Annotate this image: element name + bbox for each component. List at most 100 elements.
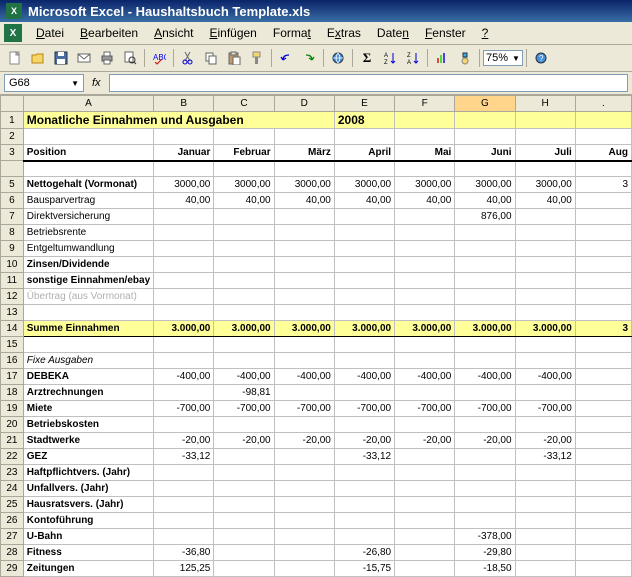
cell[interactable] [154, 385, 214, 401]
cell[interactable] [575, 129, 631, 145]
cell[interactable] [214, 561, 274, 577]
name-box[interactable]: G68▼ [4, 74, 84, 92]
cell[interactable] [274, 385, 334, 401]
cell[interactable] [515, 225, 575, 241]
cell[interactable] [455, 481, 515, 497]
cell[interactable] [515, 481, 575, 497]
cell[interactable] [575, 257, 631, 273]
cell[interactable] [154, 465, 214, 481]
cell[interactable] [575, 273, 631, 289]
cell[interactable] [334, 385, 394, 401]
cell[interactable] [455, 289, 515, 305]
cell[interactable]: 40,00 [515, 193, 575, 209]
row-header[interactable]: 19 [1, 401, 24, 417]
row-label[interactable]: U-Bahn [23, 529, 153, 545]
cell[interactable] [455, 112, 515, 129]
cell[interactable] [274, 337, 334, 353]
open-icon[interactable] [27, 47, 49, 69]
cell[interactable] [274, 497, 334, 513]
cell[interactable] [334, 513, 394, 529]
cell[interactable]: 40,00 [214, 193, 274, 209]
cell[interactable] [334, 481, 394, 497]
cell[interactable]: 125,25 [154, 561, 214, 577]
cell[interactable] [154, 289, 214, 305]
cell[interactable]: 3 [575, 177, 631, 193]
cell[interactable] [395, 209, 455, 225]
cell[interactable] [154, 305, 214, 321]
cell[interactable] [274, 465, 334, 481]
cell[interactable] [334, 241, 394, 257]
cell[interactable] [575, 513, 631, 529]
cell[interactable] [395, 273, 455, 289]
cell[interactable] [395, 465, 455, 481]
sheet-title[interactable]: Monatliche Einnahmen und Ausgaben [23, 112, 334, 129]
cell[interactable] [515, 465, 575, 481]
cell[interactable]: 3000,00 [455, 177, 515, 193]
menu-daten[interactable]: Daten [369, 24, 417, 42]
row-header[interactable]: 6 [1, 193, 24, 209]
row-header[interactable]: 7 [1, 209, 24, 225]
save-icon[interactable] [50, 47, 72, 69]
cell[interactable]: -700,00 [154, 401, 214, 417]
cell[interactable] [274, 225, 334, 241]
cell[interactable]: 3.000,00 [214, 321, 274, 337]
cell[interactable] [274, 529, 334, 545]
cell[interactable]: 3.000,00 [455, 321, 515, 337]
cell[interactable] [455, 353, 515, 369]
row-label[interactable]: Miete [23, 401, 153, 417]
cell[interactable]: -18,50 [455, 561, 515, 577]
cell[interactable] [455, 305, 515, 321]
new-icon[interactable] [4, 47, 26, 69]
cell[interactable]: -33,12 [334, 449, 394, 465]
cell[interactable]: -33,12 [515, 449, 575, 465]
cell[interactable] [575, 209, 631, 225]
month-header[interactable]: Februar [214, 145, 274, 161]
cell[interactable]: 3 [575, 321, 631, 337]
cell[interactable] [575, 112, 631, 129]
row-label[interactable]: Summe Einnahmen [23, 321, 153, 337]
cell[interactable] [154, 497, 214, 513]
col-header-G[interactable]: G [455, 96, 515, 112]
menu-extras[interactable]: Extras [319, 24, 369, 42]
row-header[interactable]: 11 [1, 273, 24, 289]
cut-icon[interactable] [177, 47, 199, 69]
cell[interactable] [395, 417, 455, 433]
cell[interactable] [214, 241, 274, 257]
cell[interactable] [395, 529, 455, 545]
cell[interactable] [395, 513, 455, 529]
cell[interactable] [515, 353, 575, 369]
row-header[interactable]: 8 [1, 225, 24, 241]
cell[interactable] [334, 529, 394, 545]
cell[interactable] [154, 273, 214, 289]
row-label[interactable]: Übertrag (aus Vormonat) [23, 289, 153, 305]
row-header[interactable]: 13 [1, 305, 24, 321]
cell[interactable] [334, 497, 394, 513]
fx-icon[interactable]: fx [88, 77, 105, 89]
row-header[interactable]: 9 [1, 241, 24, 257]
cell[interactable] [154, 225, 214, 241]
cell[interactable] [515, 129, 575, 145]
cell[interactable] [515, 257, 575, 273]
cell[interactable] [515, 273, 575, 289]
cell[interactable]: -378,00 [455, 529, 515, 545]
cell[interactable] [515, 337, 575, 353]
row-header[interactable]: 24 [1, 481, 24, 497]
row-header[interactable]: 10 [1, 257, 24, 273]
cell[interactable] [455, 465, 515, 481]
cell[interactable] [575, 225, 631, 241]
cell[interactable] [274, 417, 334, 433]
cell[interactable] [575, 545, 631, 561]
cell[interactable] [154, 209, 214, 225]
month-header[interactable]: Juni [455, 145, 515, 161]
cell[interactable] [154, 129, 214, 145]
cell[interactable] [515, 561, 575, 577]
cell[interactable] [395, 225, 455, 241]
cell[interactable] [455, 513, 515, 529]
cell[interactable] [154, 241, 214, 257]
cell[interactable]: 3.000,00 [515, 321, 575, 337]
row-label[interactable]: Fitness [23, 545, 153, 561]
cell[interactable] [455, 385, 515, 401]
cell[interactable] [395, 481, 455, 497]
cell[interactable]: -98,81 [214, 385, 274, 401]
cell[interactable] [274, 209, 334, 225]
